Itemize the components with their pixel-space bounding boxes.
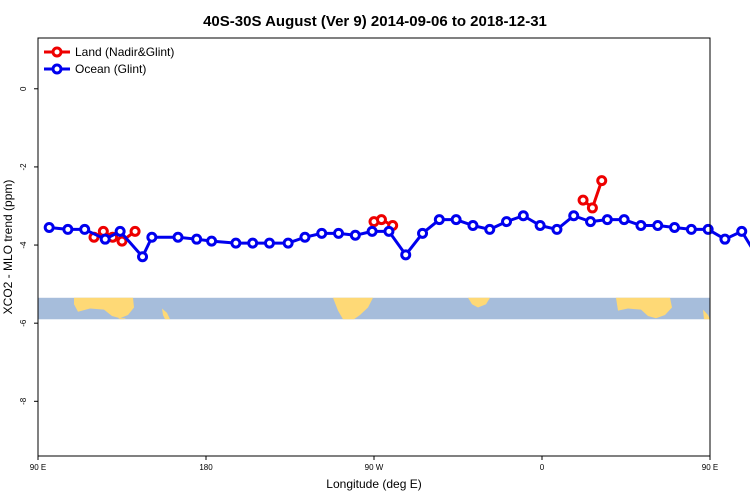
legend: Land (Nadir&Glint) Ocean (Glint) [44, 45, 174, 76]
map-land-new-zealand [162, 308, 170, 320]
world-map-strip [38, 297, 710, 320]
series-ocean-point [400, 249, 412, 261]
series-ocean-point [669, 221, 681, 233]
map-land-australia-repeat [616, 297, 672, 319]
series-land-point [129, 225, 141, 237]
series-ocean-point [450, 214, 462, 226]
series-ocean-point [206, 235, 218, 247]
x-tick-label: 90 E [30, 463, 46, 472]
series-land-point [596, 175, 608, 187]
map-land-new-zealand-repeat [703, 309, 710, 320]
series-ocean-point [79, 223, 91, 235]
series-ocean-point [366, 225, 378, 237]
legend-ocean-label: Ocean (Glint) [75, 62, 146, 76]
series-ocean-point [43, 221, 55, 233]
series-ocean-point [736, 225, 748, 237]
y-tick-label: 0 [19, 86, 28, 91]
map-land-tasmania [118, 318, 126, 320]
series-ocean-point [517, 210, 529, 222]
series-ocean-point [333, 227, 345, 239]
series-land-point [577, 194, 589, 206]
series-ocean-point [433, 214, 445, 226]
series-ocean-point [62, 223, 74, 235]
series-ocean-point [484, 223, 496, 235]
series-land-point [586, 202, 598, 214]
series-ocean-point [568, 210, 580, 222]
series-ocean-point [146, 231, 158, 243]
series-ocean-point [114, 225, 126, 237]
x-tick-label: 0 [540, 463, 545, 472]
y-tick-label: -4 [19, 241, 28, 249]
series-ocean-point [601, 214, 613, 226]
map-land-australia [74, 297, 134, 319]
y-tick-label: -6 [19, 319, 28, 327]
series-ocean-point [137, 251, 149, 263]
series-ocean-point [685, 223, 697, 235]
plot-frame [37, 37, 711, 457]
x-tick-label: 180 [199, 463, 213, 472]
chart-title: 40S-30S August (Ver 9) 2014-09-06 to 201… [203, 13, 547, 30]
series-ocean-point [618, 214, 630, 226]
series-ocean-point [417, 227, 429, 239]
series-ocean-point [702, 223, 714, 235]
series-ocean-point [534, 220, 546, 232]
series-ocean-point [316, 227, 328, 239]
legend-land-label: Land (Nadir&Glint) [75, 45, 174, 59]
series-land-point [375, 214, 387, 226]
series-ocean-point [230, 237, 242, 249]
y-axis-label: XCO2 - MLO trend (ppm) [1, 180, 15, 315]
legend-land-marker [51, 46, 63, 58]
map-ocean [38, 297, 710, 320]
series-ocean-point [467, 220, 479, 232]
series-ocean-point [263, 237, 275, 249]
series-ocean-point [191, 233, 203, 245]
series-ocean-point [551, 223, 563, 235]
map-land-south-america [333, 297, 373, 320]
series-ocean-point [299, 231, 311, 243]
y-tick-label: -8 [19, 397, 28, 405]
series-ocean-point [635, 220, 647, 232]
series-ocean-point [719, 233, 731, 245]
series-ocean-point [349, 229, 361, 241]
series-ocean-point [652, 220, 664, 232]
legend-ocean-marker [51, 63, 63, 75]
x-axis-label: Longitude (deg E) [326, 477, 421, 491]
x-tick-label: 90 E [702, 463, 718, 472]
series-ocean-point [585, 216, 597, 228]
series-ocean-point [247, 237, 259, 249]
series-ocean-point [383, 225, 395, 237]
y-tick-label: -2 [19, 163, 28, 171]
series-ocean-point [99, 233, 111, 245]
x-tick-label: 90 W [365, 463, 384, 472]
series-lines [43, 175, 750, 263]
map-land-africa [468, 297, 490, 308]
series-ocean-point [282, 237, 294, 249]
series-land-point [116, 235, 128, 247]
series-ocean-point [172, 231, 184, 243]
series-ocean-point [501, 216, 513, 228]
